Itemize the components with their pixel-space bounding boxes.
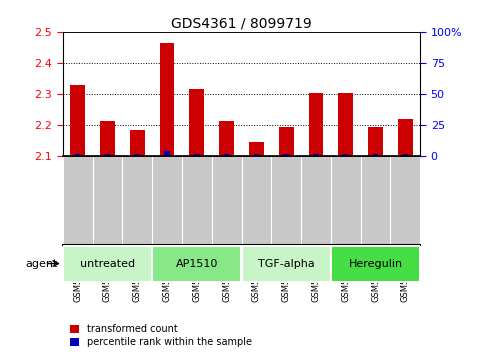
Bar bbox=[159, 43, 174, 156]
Bar bbox=[373, 154, 378, 156]
Bar bbox=[64, 247, 151, 281]
Bar bbox=[343, 154, 348, 156]
Bar bbox=[70, 85, 85, 156]
Title: GDS4361 / 8099719: GDS4361 / 8099719 bbox=[171, 17, 312, 31]
Bar bbox=[338, 93, 353, 156]
Bar bbox=[105, 154, 110, 156]
Bar bbox=[194, 154, 199, 156]
Legend: transformed count, percentile rank within the sample: transformed count, percentile rank withi… bbox=[68, 322, 254, 349]
Bar bbox=[254, 154, 259, 156]
Bar bbox=[279, 127, 294, 156]
Bar bbox=[219, 121, 234, 156]
Text: agent: agent bbox=[26, 258, 58, 269]
Bar bbox=[309, 93, 324, 156]
Text: AP1510: AP1510 bbox=[176, 258, 218, 269]
Bar bbox=[313, 154, 319, 156]
Bar bbox=[164, 152, 170, 156]
Bar bbox=[403, 154, 408, 156]
Bar bbox=[100, 121, 115, 156]
Bar bbox=[249, 142, 264, 156]
Bar bbox=[135, 154, 140, 156]
Bar bbox=[130, 130, 145, 156]
Bar bbox=[368, 127, 383, 156]
Bar bbox=[284, 154, 289, 156]
Bar bbox=[224, 154, 229, 156]
Text: TGF-alpha: TGF-alpha bbox=[258, 258, 314, 269]
Bar bbox=[189, 90, 204, 156]
Bar bbox=[75, 154, 80, 156]
Bar bbox=[398, 119, 413, 156]
Text: untreated: untreated bbox=[80, 258, 135, 269]
Bar bbox=[153, 247, 241, 281]
Bar bbox=[332, 247, 419, 281]
Text: Heregulin: Heregulin bbox=[348, 258, 403, 269]
Bar bbox=[242, 247, 330, 281]
